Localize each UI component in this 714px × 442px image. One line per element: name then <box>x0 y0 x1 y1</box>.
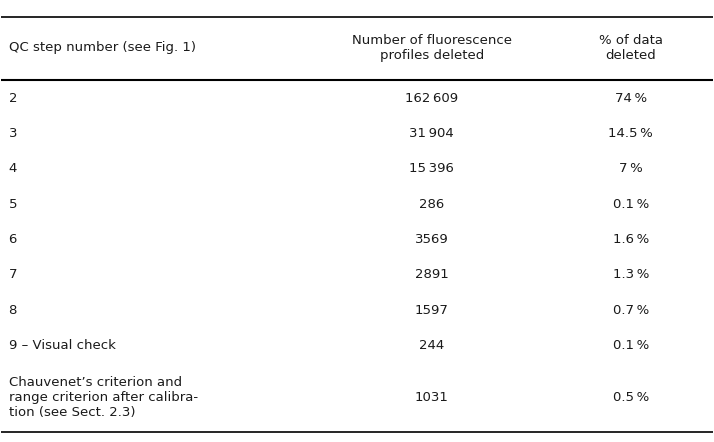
Text: 1.3 %: 1.3 % <box>613 268 649 282</box>
Text: 0.1 %: 0.1 % <box>613 198 649 211</box>
Text: 1.6 %: 1.6 % <box>613 233 649 246</box>
Text: 1597: 1597 <box>415 304 448 317</box>
Text: 0.5 %: 0.5 % <box>613 391 649 404</box>
Text: 2: 2 <box>9 91 17 105</box>
Text: 0.7 %: 0.7 % <box>613 304 649 317</box>
Text: 6: 6 <box>9 233 17 246</box>
Text: 15 396: 15 396 <box>409 162 454 175</box>
Text: 31 904: 31 904 <box>409 127 454 140</box>
Text: 7: 7 <box>9 268 17 282</box>
Text: 244: 244 <box>419 339 444 352</box>
Text: 74 %: 74 % <box>615 91 647 105</box>
Text: 2891: 2891 <box>415 268 448 282</box>
Text: Chauvenet’s criterion and
range criterion after calibra-
tion (see Sect. 2.3): Chauvenet’s criterion and range criterio… <box>9 376 198 419</box>
Text: 7 %: 7 % <box>619 162 643 175</box>
Text: 3: 3 <box>9 127 17 140</box>
Text: % of data
deleted: % of data deleted <box>599 34 663 61</box>
Text: 4: 4 <box>9 162 17 175</box>
Text: 9 – Visual check: 9 – Visual check <box>9 339 116 352</box>
Text: Number of fluorescence
profiles deleted: Number of fluorescence profiles deleted <box>352 34 512 61</box>
Text: QC step number (see Fig. 1): QC step number (see Fig. 1) <box>9 41 196 54</box>
Text: 162 609: 162 609 <box>405 91 458 105</box>
Text: 1031: 1031 <box>415 391 448 404</box>
Text: 14.5 %: 14.5 % <box>608 127 653 140</box>
Text: 5: 5 <box>9 198 17 211</box>
Text: 8: 8 <box>9 304 17 317</box>
Text: 3569: 3569 <box>415 233 448 246</box>
Text: 286: 286 <box>419 198 444 211</box>
Text: 0.1 %: 0.1 % <box>613 339 649 352</box>
